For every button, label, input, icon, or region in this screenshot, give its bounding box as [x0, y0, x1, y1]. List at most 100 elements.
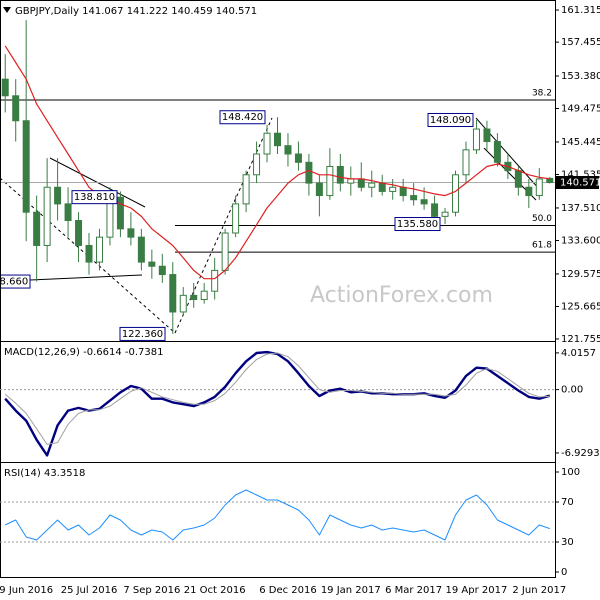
candle-body — [95, 236, 103, 263]
candle-body — [85, 244, 93, 263]
panel-title: RSI(14) 43.3518 — [4, 468, 85, 479]
candle-body — [75, 220, 83, 246]
candle-body — [347, 178, 355, 184]
watermark: ActionForex.com — [310, 283, 493, 308]
last-price-box — [556, 176, 599, 190]
price-label-box — [71, 190, 118, 205]
candle-body — [294, 153, 302, 163]
price-label-box — [219, 110, 266, 125]
candle-body — [242, 174, 250, 205]
candle-body — [54, 186, 62, 205]
y-tick-label: 100 — [561, 467, 580, 478]
price-label-box — [427, 112, 474, 127]
x-tick-label: 7 Sep 2016 — [123, 585, 180, 596]
candle-body — [452, 174, 460, 213]
candle-body — [148, 261, 156, 267]
candle-body — [357, 178, 365, 188]
macd-line — [4, 352, 550, 445]
candle-body — [179, 294, 187, 313]
price-label: 138.810 — [74, 192, 115, 203]
x-tick-label: 19 Jan 2017 — [321, 585, 381, 596]
y-tick-label: -6.9293 — [561, 448, 600, 459]
header-title: GBPJPY,Daily 141.067 141.222 140.459 140… — [15, 6, 257, 17]
x-tick-label: 21 Oct 2016 — [184, 585, 246, 596]
candle-body — [462, 149, 470, 176]
price-label: 148.090 — [430, 115, 471, 126]
candle-body — [211, 269, 219, 292]
candle-body — [368, 182, 376, 188]
candle-body — [169, 274, 177, 313]
price-label: 135.580 — [397, 219, 438, 230]
price-label: 122.360 — [122, 329, 163, 340]
header-icon — [3, 7, 11, 13]
y-tick-label: 149.475 — [561, 103, 600, 114]
y-tick-label: 141.535 — [561, 169, 600, 180]
candle-body — [1, 78, 9, 97]
candle-body — [22, 120, 30, 213]
candle-body — [127, 228, 135, 238]
candle-body — [158, 265, 166, 276]
y-tick-label: 125.665 — [561, 301, 600, 312]
candle-body — [43, 186, 51, 246]
y-tick-label: 0.00 — [561, 385, 583, 396]
candle-body — [336, 165, 344, 184]
x-tick-label: 19 Apr 2017 — [446, 585, 508, 596]
panel-title: MACD(12,26,9) -0.6614 -0.7381 — [4, 347, 164, 358]
y-tick-label: 161.315 — [561, 5, 600, 16]
candle-body — [514, 170, 522, 188]
candle-body — [305, 161, 313, 184]
candle-body — [535, 178, 543, 197]
price-label: 128.660 — [0, 277, 28, 288]
candle-body — [221, 232, 229, 271]
candle-body — [33, 211, 41, 246]
candle-body — [399, 186, 407, 197]
candle-body — [12, 95, 20, 122]
candle-body — [420, 199, 428, 205]
candle-body — [525, 186, 533, 197]
y-tick-label: 133.600 — [561, 235, 600, 246]
fib-label: 50.0 — [532, 214, 552, 224]
candle-body — [116, 196, 124, 230]
x-tick-label: 25 Jul 2016 — [61, 585, 118, 596]
candle-body — [483, 128, 491, 143]
y-tick-label: 137.510 — [561, 203, 600, 214]
candle-body — [137, 236, 145, 263]
x-tick-label: 6 Dec 2016 — [259, 585, 317, 596]
y-tick-label: 4.0157 — [561, 348, 596, 359]
y-tick-label: 70 — [561, 497, 574, 508]
y-tick-label: 0 — [561, 567, 567, 578]
fib-label: 38.2 — [532, 88, 552, 98]
panel-frame — [0, 462, 556, 578]
candle-body — [232, 203, 240, 234]
price-label-box — [394, 217, 441, 232]
candle-body — [263, 132, 271, 155]
candle-body — [378, 182, 386, 192]
y-tick-label: 145.445 — [561, 137, 600, 148]
fib-label: 61.8 — [532, 241, 552, 251]
candle-body — [472, 128, 480, 151]
candle-body — [190, 294, 198, 301]
price-label-box — [0, 274, 31, 289]
candle-body — [326, 165, 334, 197]
candle-body — [493, 141, 501, 163]
candle-body — [410, 195, 418, 201]
candle-body — [315, 182, 323, 197]
candle-body — [431, 203, 439, 217]
price-label: 148.420 — [222, 112, 263, 123]
y-tick-label: 129.575 — [561, 269, 600, 280]
x-tick-label: 9 Jun 2016 — [0, 585, 53, 596]
candle-body — [274, 132, 281, 147]
x-tick-label: 2 Jun 2017 — [512, 585, 566, 596]
candle-body — [64, 203, 72, 222]
rsi-line — [4, 489, 550, 541]
price-label-box — [119, 326, 166, 341]
candle-body — [389, 186, 397, 192]
candle-body — [200, 290, 208, 301]
y-tick-label: 121.755 — [561, 334, 600, 345]
y-tick-label: 30 — [561, 537, 574, 548]
candle-body — [253, 153, 261, 176]
price-plot: 148.420 148.090 138.810 135.580 128.660 122.3… — [0, 20, 555, 341]
x-tick-label: 6 Mar 2017 — [385, 585, 442, 596]
